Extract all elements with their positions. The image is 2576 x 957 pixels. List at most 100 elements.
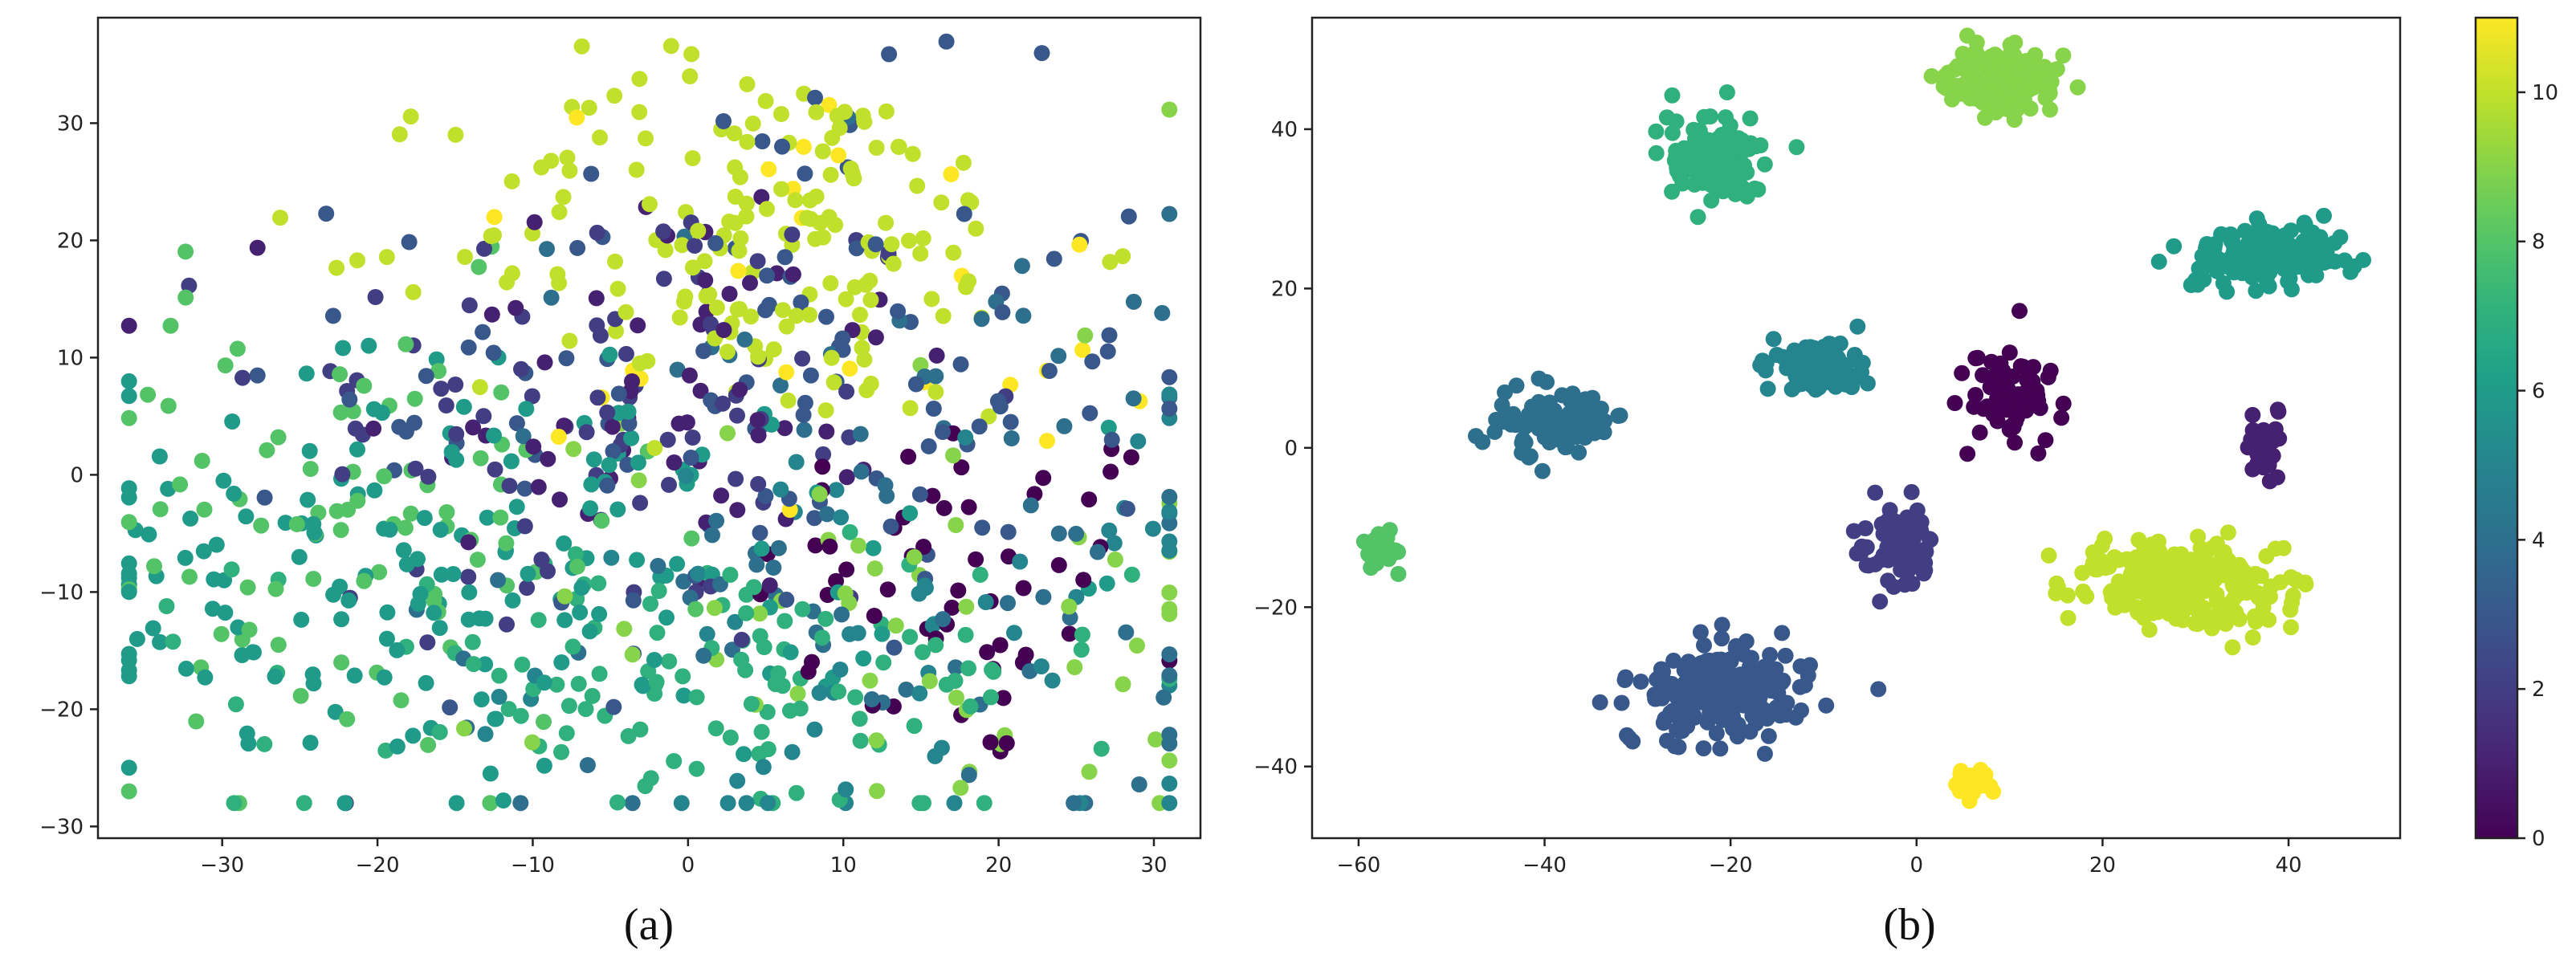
- scatter-point: [608, 323, 624, 340]
- scatter-point: [1792, 658, 1809, 674]
- scatter-point: [704, 527, 720, 544]
- scatter-point: [625, 592, 642, 609]
- scatter-point: [515, 428, 532, 445]
- scatter-point: [558, 350, 575, 367]
- scatter-point: [745, 579, 762, 596]
- scatter-point: [607, 253, 623, 270]
- scatter-point: [1033, 658, 1050, 674]
- scatter-point: [842, 523, 858, 540]
- scatter-point: [733, 651, 750, 668]
- scatter-point: [854, 340, 870, 356]
- scatter-point: [1123, 566, 1140, 583]
- colorbar-gradient: [2476, 18, 2517, 838]
- scatter-point: [165, 633, 181, 650]
- scatter-point: [120, 759, 137, 776]
- scatter-point: [1759, 381, 1776, 397]
- scatter-point: [960, 499, 977, 515]
- scatter-point: [556, 535, 573, 552]
- scatter-point: [472, 450, 489, 466]
- scatter-point: [433, 381, 450, 397]
- scatter-point: [548, 676, 565, 693]
- scatter-point: [223, 561, 240, 578]
- scatter-point: [1765, 331, 1782, 348]
- scatter-point: [911, 486, 928, 503]
- scatter-point: [253, 517, 270, 534]
- scatter-point: [730, 263, 747, 279]
- scatter-point: [1082, 405, 1098, 421]
- scatter-point: [579, 757, 596, 773]
- scatter-point: [842, 625, 858, 642]
- scatter-point: [1520, 406, 1537, 423]
- scatter-point: [1688, 160, 1705, 177]
- scatter-point: [177, 549, 194, 566]
- scatter-point: [778, 364, 795, 381]
- scatter-point: [288, 515, 305, 532]
- scatter-point: [448, 451, 465, 468]
- scatter-point: [753, 723, 770, 740]
- scatter-point: [244, 644, 261, 661]
- scatter-point: [821, 538, 838, 555]
- scatter-point: [795, 138, 812, 155]
- scatter-point: [120, 783, 137, 800]
- scatter-point: [632, 721, 649, 738]
- scatter-point: [508, 499, 525, 515]
- scatter-point: [2251, 216, 2268, 233]
- scatter-point: [2018, 52, 2035, 69]
- scatter-point: [177, 243, 194, 260]
- scatter-point: [270, 429, 287, 446]
- scatter-point: [776, 249, 793, 266]
- scatter-point: [1107, 552, 1123, 568]
- scatter-point: [1773, 674, 1790, 691]
- scatter-point: [503, 173, 520, 189]
- scatter-point: [800, 663, 817, 680]
- scatter-point: [938, 33, 955, 50]
- scatter-point: [655, 271, 672, 287]
- scatter-point: [743, 695, 760, 712]
- scatter-point: [630, 472, 647, 489]
- scatter-point: [1050, 525, 1067, 542]
- scatter-point: [2187, 272, 2204, 288]
- scatter-point: [955, 154, 972, 171]
- scatter-point: [578, 424, 595, 441]
- scatter-point: [1743, 663, 1760, 680]
- scatter-point: [2248, 584, 2265, 601]
- scatter-point: [188, 713, 205, 730]
- scatter-point: [145, 620, 161, 637]
- scatter-point: [158, 598, 175, 614]
- scatter-point: [2269, 469, 2285, 486]
- scatter-point: [1718, 84, 1735, 100]
- scatter-point: [822, 166, 839, 183]
- scatter-point: [1695, 740, 1712, 757]
- scatter-point: [1161, 515, 1178, 531]
- scatter-point: [825, 374, 842, 391]
- scatter-point: [1648, 123, 1665, 140]
- scatter-point: [797, 165, 813, 182]
- scatter-point: [2150, 253, 2167, 270]
- scatter-point: [1750, 181, 1767, 198]
- scatter-point: [1959, 446, 1976, 462]
- scatter-point: [397, 519, 414, 536]
- scatter-point: [631, 355, 648, 372]
- scatter-point: [1617, 669, 1634, 686]
- scatter-point: [806, 510, 823, 527]
- scatter-point: [1115, 676, 1131, 693]
- scatter-point: [707, 720, 724, 737]
- scatter-point: [292, 687, 309, 704]
- scatter-point: [1961, 774, 1978, 791]
- scatter-point: [642, 770, 659, 787]
- scatter-point: [1534, 462, 1551, 479]
- scatter-point: [696, 253, 713, 270]
- scatter-point: [346, 667, 363, 684]
- scatter-point: [1564, 385, 1581, 402]
- scatter-point: [2012, 358, 2029, 375]
- scatter-point: [2037, 432, 2054, 449]
- y-tick-label: 10: [57, 346, 84, 370]
- scatter-point: [1689, 209, 1706, 226]
- scatter-point: [249, 367, 266, 384]
- scatter-point: [1692, 624, 1709, 641]
- scatter-point: [732, 300, 748, 317]
- scatter-point: [561, 332, 578, 349]
- scatter-point: [715, 395, 731, 412]
- scatter-point: [963, 194, 980, 210]
- scatter-point: [732, 381, 748, 398]
